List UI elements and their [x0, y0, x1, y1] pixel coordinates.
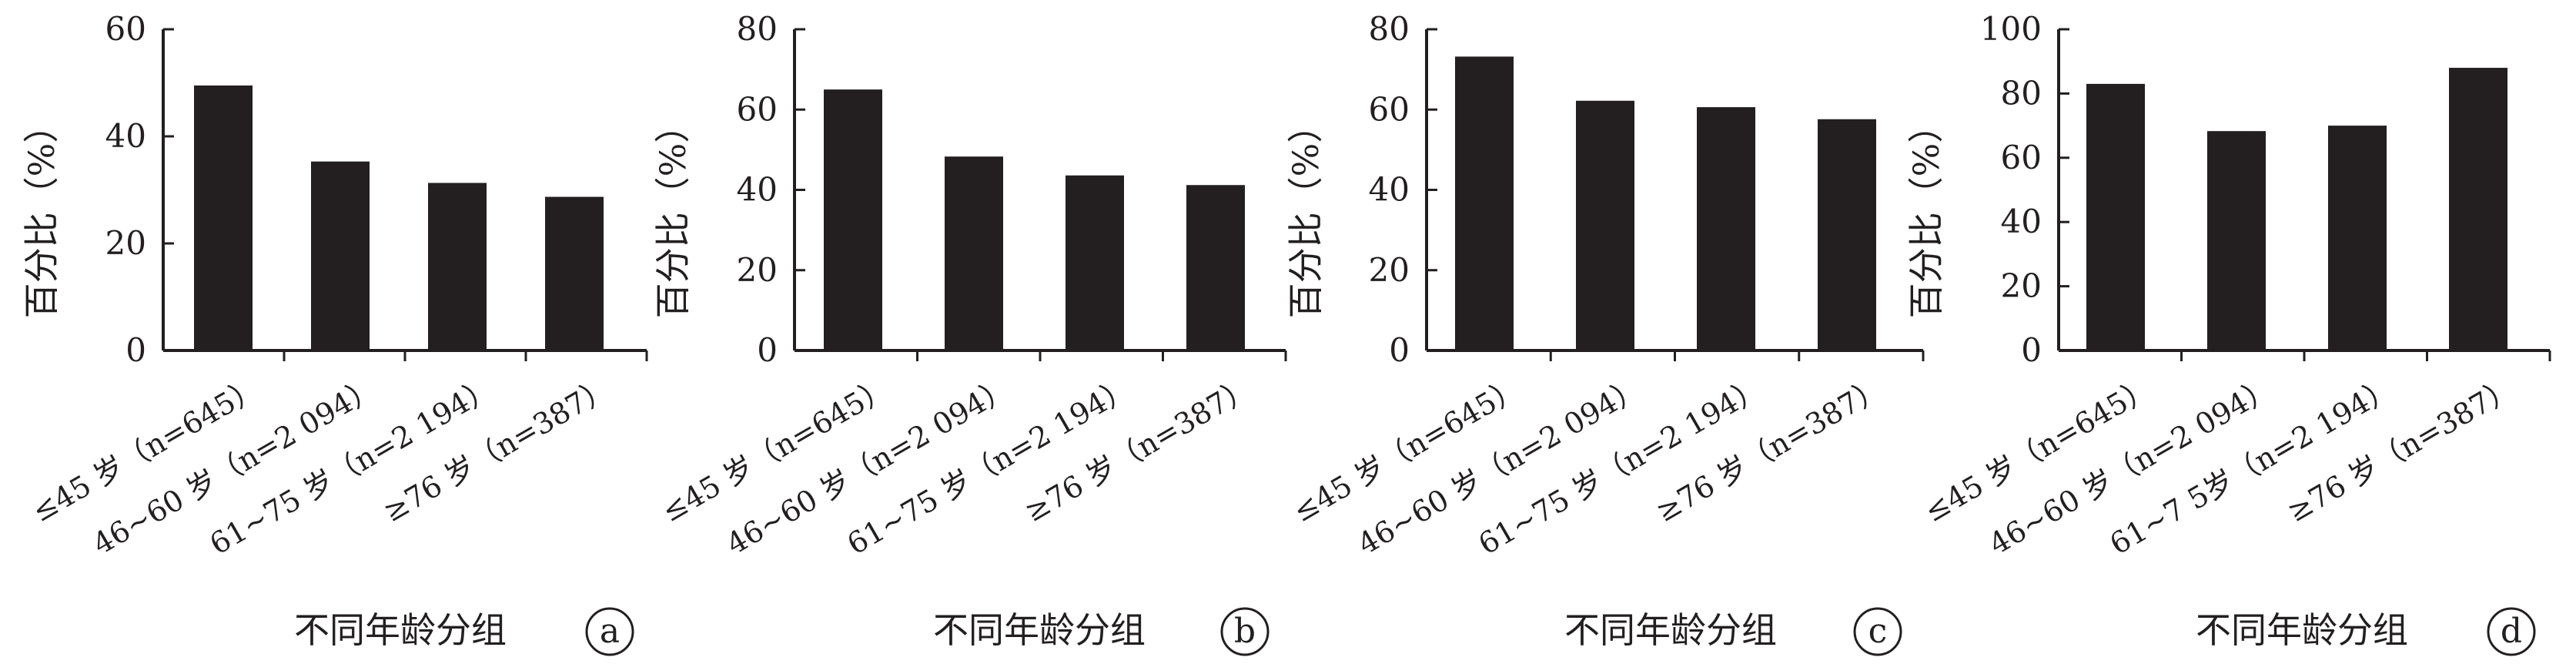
bar-3 [1066, 175, 1124, 350]
bar-3 [2328, 126, 2387, 350]
bar-1 [2086, 83, 2145, 350]
panel-letter: d [2501, 612, 2522, 651]
y-tick-label: 80 [2001, 74, 2042, 112]
bar-2 [311, 161, 370, 350]
y-tick-label: 100 [1980, 10, 2042, 48]
y-axis-label: 百分比（%） [652, 108, 694, 319]
y-tick-label: 40 [737, 171, 778, 209]
x-axis-label: 不同年龄分组 [933, 609, 1146, 651]
bar-4 [545, 196, 604, 350]
panel-letter-circle [1220, 607, 1270, 656]
y-tick-label: 40 [105, 117, 146, 155]
y-tick-label: 0 [1389, 331, 1410, 369]
y-tick-label: 20 [2001, 267, 2042, 305]
bar-2 [1576, 100, 1634, 350]
y-axis-label: 百分比（%） [21, 108, 62, 319]
bar-2 [2207, 131, 2266, 350]
bar-3 [1697, 107, 1755, 350]
panel-letter-circle [2487, 607, 2536, 656]
panel-letter: a [600, 612, 620, 651]
y-tick-label: 60 [2001, 139, 2042, 176]
y-axis-label: 百分比（%） [1905, 108, 1947, 319]
y-tick-label: 40 [2001, 203, 2042, 240]
bar-1 [1455, 56, 1514, 350]
y-tick-label: 60 [105, 10, 146, 48]
x-axis-label: 不同年龄分组 [2196, 609, 2408, 651]
y-tick-label: 40 [1369, 171, 1410, 209]
bar-1 [194, 85, 253, 350]
x-tick-label: ≥76 岁（n=387） [1650, 371, 1890, 529]
bar-4 [2449, 68, 2507, 350]
bar-4 [1818, 119, 1876, 350]
x-tick-label: ≥76 岁（n=387） [1019, 371, 1259, 529]
bar-3 [428, 183, 487, 350]
y-tick-label: 20 [1369, 251, 1410, 289]
y-tick-label: 0 [125, 331, 146, 369]
y-axis-label: 百分比（%） [1285, 108, 1326, 319]
bar-2 [945, 156, 1003, 350]
bar-1 [824, 89, 882, 350]
y-tick-label: 80 [737, 10, 778, 48]
y-tick-label: 20 [737, 251, 778, 289]
y-tick-label: 80 [1369, 10, 1410, 48]
y-tick-label: 0 [2021, 331, 2042, 369]
panel-letter-circle [585, 607, 634, 656]
y-tick-label: 0 [757, 331, 778, 369]
panel-letter-circle [1853, 607, 1902, 656]
y-tick-label: 60 [737, 90, 778, 128]
panel-letter: c [1868, 612, 1888, 651]
y-tick-label: 20 [105, 224, 146, 262]
x-axis-label: 不同年龄分组 [1564, 609, 1777, 651]
x-axis-label: 不同年龄分组 [294, 609, 507, 651]
panel-letter: b [1234, 612, 1256, 651]
y-tick-label: 60 [1369, 90, 1410, 128]
x-tick-label: ≥76 岁（n=387） [2281, 371, 2521, 529]
bar-4 [1186, 185, 1245, 350]
